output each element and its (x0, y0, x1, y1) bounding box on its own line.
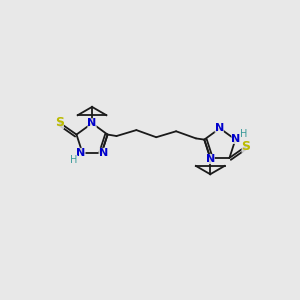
Text: N: N (214, 123, 224, 133)
Text: N: N (87, 118, 97, 128)
Text: S: S (55, 116, 64, 129)
Text: N: N (76, 148, 86, 158)
Text: H: H (70, 155, 78, 165)
Text: H: H (240, 129, 247, 139)
Text: N: N (231, 134, 241, 144)
Text: N: N (206, 154, 215, 164)
Text: S: S (242, 140, 250, 153)
Text: N: N (98, 148, 108, 158)
